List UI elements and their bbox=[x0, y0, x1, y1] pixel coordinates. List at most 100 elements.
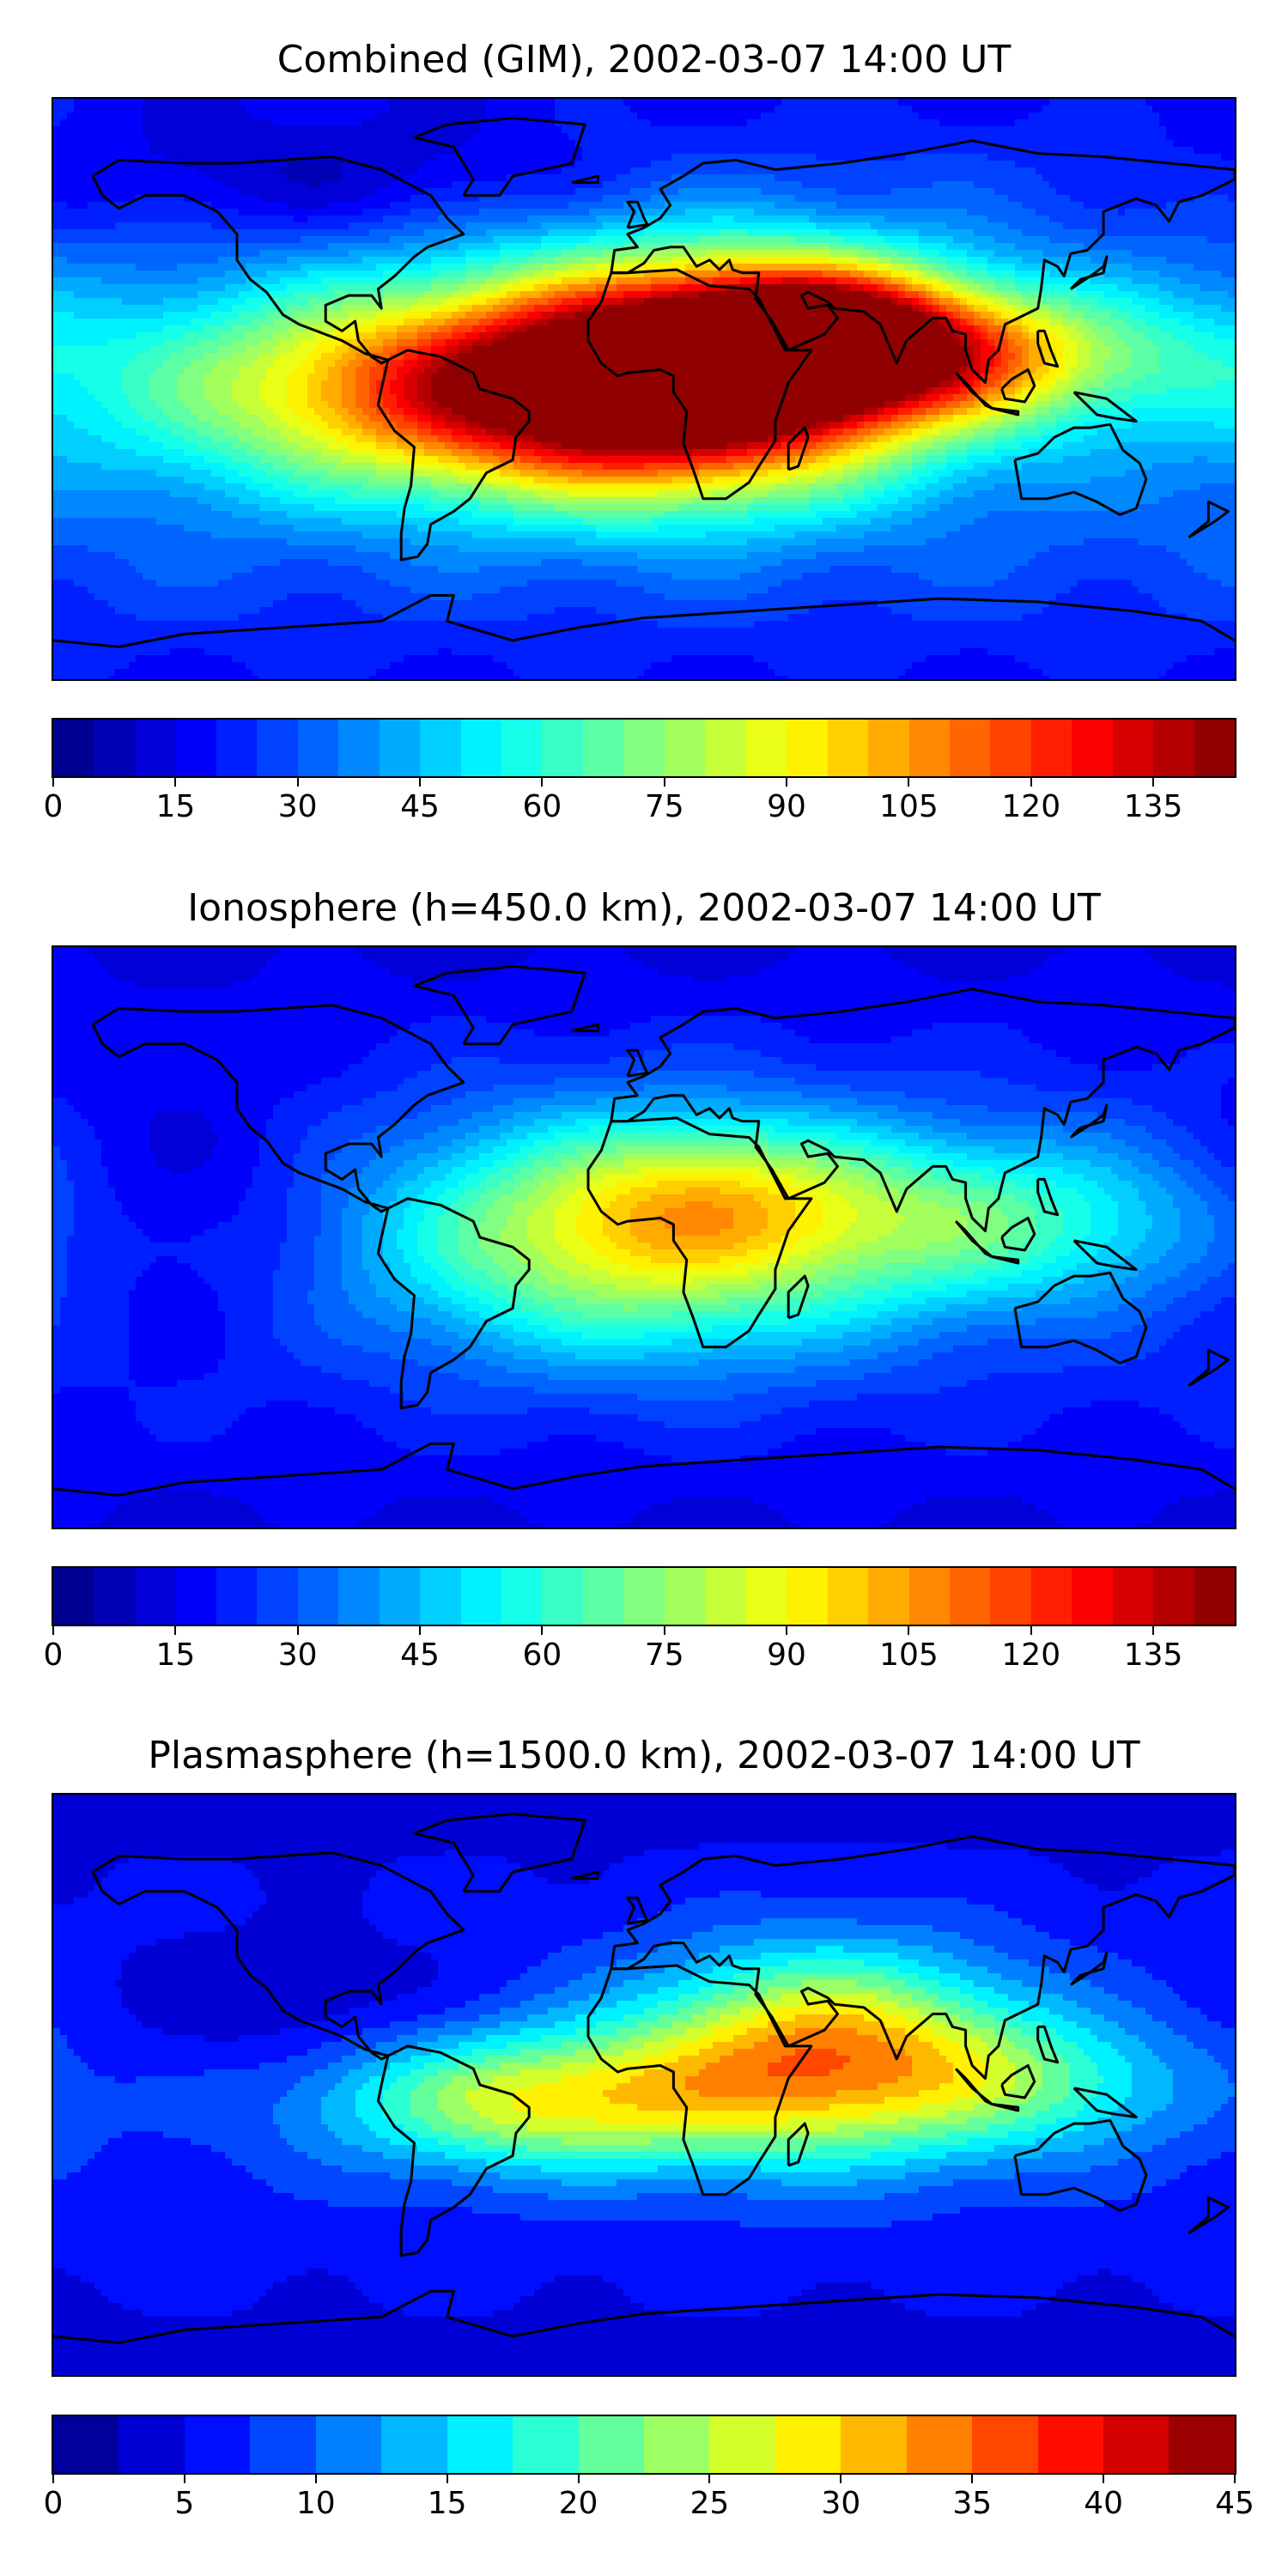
coastlines bbox=[53, 117, 1235, 648]
colorbar-bin bbox=[513, 2416, 579, 2473]
coastline bbox=[1069, 255, 1109, 290]
colorbar-bin bbox=[1030, 1568, 1072, 1625]
colorbar-bin bbox=[841, 2416, 907, 2473]
colorbar-tick-label: 105 bbox=[879, 790, 939, 824]
colorbar-tick-label: 35 bbox=[952, 2487, 992, 2521]
colorbar-bin bbox=[94, 720, 135, 776]
coastline bbox=[610, 139, 1235, 384]
colorbar-bin bbox=[53, 720, 94, 776]
coastline bbox=[376, 1197, 531, 1410]
colorbar-bin bbox=[745, 1568, 787, 1625]
colorbar-bin bbox=[460, 720, 501, 776]
panel-title: Combined (GIM), 2002-03-07 14:00 UT bbox=[0, 38, 1288, 82]
map-svg bbox=[53, 947, 1235, 1528]
colorbar-bin bbox=[542, 720, 583, 776]
colorbar-bin bbox=[906, 2416, 973, 2473]
colorbar-bin bbox=[787, 720, 828, 776]
colorbar-bin bbox=[582, 720, 624, 776]
colorbar-tick-label: 45 bbox=[400, 790, 440, 824]
coastline bbox=[1188, 2196, 1230, 2235]
colorbar-bin bbox=[118, 2416, 185, 2473]
colorbar-bin bbox=[1153, 720, 1194, 776]
colorbar-bin bbox=[501, 720, 543, 776]
colorbar-tick bbox=[1234, 2475, 1236, 2483]
coastline bbox=[787, 2122, 810, 2167]
world-map-combined bbox=[52, 97, 1236, 681]
colorbar-bin bbox=[1153, 1568, 1194, 1625]
coastline bbox=[991, 2103, 1020, 2112]
colorbar-tick bbox=[174, 778, 177, 787]
colorbar-bin bbox=[990, 720, 1031, 776]
colorbar-tick bbox=[296, 778, 299, 787]
colorbar-tick-label: 0 bbox=[44, 790, 64, 824]
colorbar-tick-label: 135 bbox=[1124, 1638, 1183, 1673]
colorbar-bin bbox=[175, 720, 216, 776]
coastline bbox=[91, 1004, 465, 1213]
coastline bbox=[610, 987, 1235, 1232]
colorbar-ticks-ionosphere: 0 15 30 45 60 75 90 105 120 135 bbox=[44, 1626, 1236, 1678]
world-map-plasmasphere bbox=[52, 1793, 1236, 2377]
coastline bbox=[1000, 2064, 1036, 2099]
colorbar-bin bbox=[257, 1568, 298, 1625]
map-svg bbox=[53, 99, 1235, 679]
colorbar-bin bbox=[257, 720, 298, 776]
colorbar-tick bbox=[541, 778, 544, 787]
coastline bbox=[412, 965, 586, 1046]
colorbar-bin bbox=[868, 1568, 909, 1625]
coastline bbox=[1069, 1951, 1109, 1986]
colorbar-bin bbox=[949, 720, 991, 776]
coastline bbox=[53, 2289, 1235, 2344]
coastline bbox=[53, 1442, 1235, 1497]
coastline bbox=[376, 2044, 531, 2257]
coastline bbox=[91, 1851, 465, 2061]
colorbar-bin bbox=[460, 1568, 501, 1625]
colorbar-tick-label: 15 bbox=[428, 2487, 467, 2521]
coastline bbox=[571, 1023, 599, 1033]
colorbar-tick bbox=[1030, 1626, 1032, 1635]
colorbar-bin bbox=[53, 1568, 94, 1625]
coastline bbox=[1036, 1177, 1060, 1217]
coastline bbox=[586, 1116, 813, 1349]
colorbar-bin bbox=[623, 1568, 665, 1625]
coastline bbox=[1036, 329, 1060, 368]
colorbar-bin bbox=[420, 1568, 461, 1625]
colorbar-tick bbox=[174, 1626, 177, 1635]
colorbar-tick bbox=[908, 1626, 910, 1635]
colorbar-tick bbox=[786, 1626, 788, 1635]
coastline bbox=[1188, 1348, 1230, 1388]
colorbar-tick-label: 120 bbox=[1001, 790, 1060, 824]
colorbar-tick bbox=[183, 2475, 185, 2483]
panel-title: Plasmasphere (h=1500.0 km), 2002-03-07 1… bbox=[0, 1734, 1288, 1778]
colorbar-bin bbox=[1194, 720, 1236, 776]
colorbar-tick-label: 30 bbox=[821, 2487, 860, 2521]
world-map-ionosphere bbox=[52, 945, 1236, 1529]
coastline bbox=[571, 174, 599, 185]
colorbar-tick bbox=[971, 2475, 974, 2483]
colorbar-bin bbox=[1112, 1568, 1154, 1625]
coastline bbox=[610, 1835, 1235, 2080]
colorbar-combined bbox=[52, 718, 1236, 778]
colorbar-bin bbox=[709, 2416, 775, 2473]
colorbar-plasmasphere bbox=[52, 2415, 1236, 2475]
colorbar-bin bbox=[1072, 720, 1113, 776]
colorbar-tick bbox=[840, 2475, 842, 2483]
colorbar-bin bbox=[134, 720, 176, 776]
coastline bbox=[991, 407, 1020, 416]
colorbar-tick bbox=[1152, 778, 1155, 787]
colorbar-tick bbox=[52, 2475, 54, 2483]
colorbar-tick-label: 135 bbox=[1124, 790, 1183, 824]
coastline bbox=[626, 1896, 649, 1925]
colorbar-tick-label: 30 bbox=[278, 790, 318, 824]
colorbar-bin bbox=[908, 1568, 950, 1625]
coastline bbox=[1013, 422, 1148, 516]
colorbar-tick bbox=[1030, 778, 1032, 787]
colorbar-tick bbox=[419, 778, 422, 787]
colorbar-tick bbox=[1103, 2475, 1105, 2483]
colorbar-bin bbox=[868, 720, 909, 776]
colorbar-bin bbox=[582, 1568, 624, 1625]
coastline bbox=[1013, 2118, 1148, 2212]
colorbar-bin bbox=[338, 720, 380, 776]
colorbar-tick-label: 45 bbox=[400, 1638, 440, 1673]
coastline bbox=[626, 200, 649, 229]
coastline bbox=[1013, 1271, 1148, 1364]
